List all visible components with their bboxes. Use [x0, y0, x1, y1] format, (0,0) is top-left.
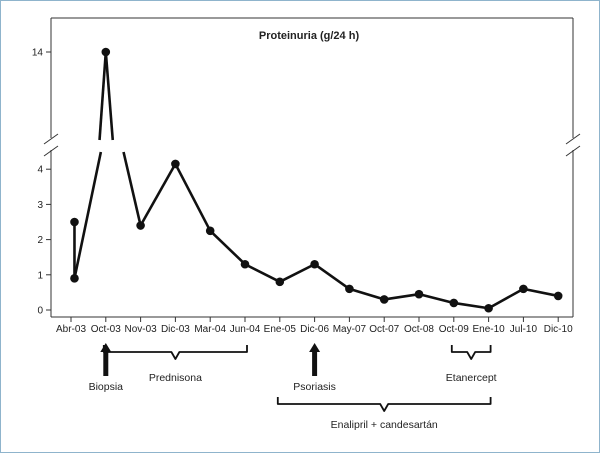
y-tick-label: 0 [37, 306, 43, 317]
y-tick-label: 2 [37, 235, 43, 246]
x-tick-label: Jun-04 [230, 324, 261, 335]
annotation-brace [102, 345, 248, 360]
annotation-brace [450, 345, 492, 360]
series-proteinuria [70, 47, 563, 313]
axis-break-mark [565, 145, 581, 157]
y-tick-label: 1 [37, 270, 43, 281]
x-tick-label: Oct-03 [91, 324, 121, 335]
data-point [171, 159, 180, 169]
series-segment [174, 163, 212, 232]
series-segment [523, 287, 559, 298]
data-point [205, 226, 215, 236]
series-segment [418, 292, 455, 305]
series-segment [349, 287, 385, 301]
annotation-label: Etanercept [446, 372, 497, 384]
series-segment [313, 263, 351, 290]
data-point [484, 303, 493, 313]
x-tick-label: May-07 [333, 324, 367, 335]
data-point [240, 259, 250, 269]
series-segment [453, 301, 489, 310]
annotation-brace [276, 397, 492, 412]
annotation-arrow-head [100, 343, 112, 352]
data-point [70, 217, 79, 227]
data-point [414, 289, 424, 299]
series-segment [122, 151, 142, 226]
annotation-arrow-head [309, 343, 321, 352]
annotation-label: Prednisona [149, 372, 202, 384]
x-tick-label: Ene-10 [472, 324, 505, 335]
x-tick-label: Jul-10 [510, 324, 538, 335]
series-segment [98, 51, 108, 141]
annotation-label: Enalipril + candesartán [331, 419, 438, 431]
axes: 0 1 2 3 4 14 Abr-03 Oct-03 Nov-03 Dic-03 Mar-04 Jun… [32, 17, 581, 335]
data-point [275, 277, 285, 287]
annotations: Biopsia Prednisona Psoriasis Etanercept Enal… [89, 343, 497, 431]
x-tick-label: Oct-08 [404, 324, 434, 335]
series-segment [209, 229, 246, 266]
series-segment [104, 51, 115, 141]
data-point [136, 221, 145, 230]
x-tick-label: Oct-07 [369, 324, 399, 335]
axis-break-mark [565, 133, 581, 145]
chart-title: Proteinuria (g/24 h) [259, 30, 360, 42]
series-segment [487, 287, 525, 310]
x-tick-label: Ene-05 [264, 324, 297, 335]
x-tick-label: Oct-09 [439, 324, 469, 335]
y-tick-label: 4 [37, 165, 43, 176]
y-tick-label: 3 [37, 200, 43, 211]
series-segment [384, 292, 420, 301]
data-point [449, 298, 459, 308]
x-tick-label: Nov-03 [124, 324, 157, 335]
series-segment [279, 263, 316, 284]
annotation-label: Biopsia [89, 381, 124, 393]
data-point [310, 259, 319, 269]
data-point [101, 47, 111, 57]
data-point [519, 284, 528, 294]
data-point [553, 291, 563, 301]
series-segment [244, 263, 281, 284]
x-tick-label: Abr-03 [56, 324, 86, 335]
data-point [379, 295, 389, 304]
x-tick-label: Dic-06 [300, 324, 329, 335]
series-segment [73, 151, 103, 279]
x-tick-label: Mar-04 [194, 324, 226, 335]
x-tick-label: Dic-10 [544, 324, 573, 335]
axis-break-mark [43, 145, 59, 157]
data-point [70, 274, 79, 283]
data-point [345, 284, 354, 294]
series-segment [139, 163, 177, 227]
axis-break-mark [43, 133, 59, 145]
x-tick-label: Dic-03 [161, 324, 190, 335]
y-tick-label: 14 [32, 48, 44, 59]
annotation-label: Psoriasis [293, 381, 336, 393]
